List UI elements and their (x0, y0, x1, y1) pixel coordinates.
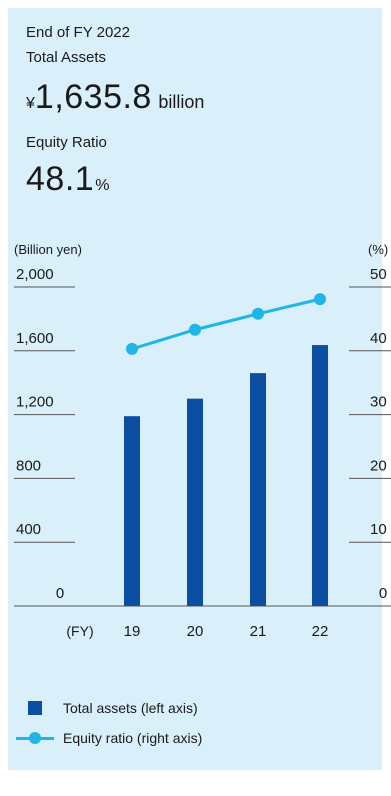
x-tick-label-19: 19 (124, 623, 141, 640)
equity-ratio-figure: 48.1% (26, 160, 109, 199)
x-tick-label-22: 22 (312, 623, 329, 640)
equity-ratio-value: 48.1 (26, 160, 95, 198)
legend-line-swatch (16, 731, 54, 745)
left-tick-label: 2,000 (16, 266, 54, 283)
right-tick-label: 40 (370, 330, 387, 347)
left-tick-label: 0 (56, 585, 64, 602)
equity-ratio-unit: % (95, 177, 110, 194)
x-tick-label-20: 20 (187, 623, 204, 640)
legend-item-equity-ratio: Equity ratio (right axis) (0, 730, 202, 746)
currency-symbol: ¥ (26, 95, 35, 112)
total-assets-figure: ¥1,635.8 billion (26, 78, 204, 117)
x-tick-label-21: 21 (250, 623, 267, 640)
left-tick-label: 400 (16, 521, 41, 538)
right-tick-label: 20 (370, 457, 387, 474)
total-assets-label: Total Assets (26, 49, 107, 66)
right-axis-label: (%) (368, 242, 388, 257)
x-axis-label: (FY) (66, 623, 93, 639)
legend-bar-swatch (28, 701, 42, 715)
right-tick-label: 30 (370, 394, 387, 411)
bar-total-assets-19 (124, 416, 140, 606)
total-assets-value: 1,635.8 (34, 78, 152, 116)
bar-total-assets-21 (250, 373, 266, 606)
point-equity-ratio-22 (314, 293, 326, 306)
point-equity-ratio-20 (189, 323, 201, 336)
right-tick-label: 50 (370, 266, 387, 283)
legend-label-equity-ratio: Equity ratio (right axis) (63, 730, 203, 746)
left-tick-label: 1,200 (16, 394, 54, 411)
left-tick-label: 800 (16, 457, 41, 474)
total-assets-unit: billion (158, 92, 205, 112)
left-tick-label: 1,600 (16, 330, 54, 347)
legend-item-total-assets: Total assets (left axis) (0, 700, 198, 716)
point-equity-ratio-21 (252, 307, 264, 320)
legend-label-total-assets: Total assets (left axis) (63, 700, 198, 716)
left-axis-label: (Billion yen) (14, 242, 82, 257)
bar-total-assets-22 (312, 345, 328, 606)
right-tick-label: 0 (379, 585, 387, 602)
line-equity-ratio (131, 297, 321, 351)
equity-ratio-label: Equity Ratio (26, 134, 107, 151)
bar-total-assets-20 (187, 398, 203, 606)
point-equity-ratio-19 (126, 342, 138, 355)
right-tick-label: 10 (370, 521, 387, 538)
period-label: End of FY 2022 (26, 24, 130, 41)
